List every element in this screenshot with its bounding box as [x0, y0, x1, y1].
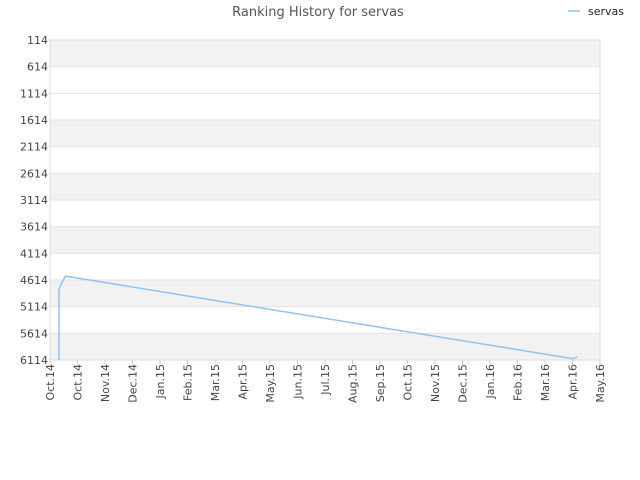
y-tick-label: 1114	[20, 87, 48, 100]
series-group	[58, 275, 578, 360]
y-tick-label: 2614	[20, 167, 48, 180]
y-tick-label: 3114	[20, 194, 48, 207]
x-axis: Oct.14 Oct.14 Nov.14 Dec.14 Jan.15 Feb.15 Mar.…	[44, 360, 607, 403]
x-tick-label: Dec.15	[457, 364, 470, 403]
x-tick-label: Jan.16	[484, 364, 497, 399]
y-tick-label: 6114	[20, 354, 48, 367]
grid-band	[50, 226, 600, 254]
x-tick-label: Jan.15	[154, 364, 167, 399]
x-tick-label: Mar.16	[539, 364, 552, 401]
x-tick-label: Nov.15	[429, 364, 442, 402]
series-line-servas	[58, 275, 578, 360]
x-tick-label: Apr.16	[567, 364, 580, 400]
background-bands	[50, 40, 600, 360]
x-tick-label: Nov.14	[99, 364, 112, 402]
chart-title: Ranking History for servas	[232, 5, 404, 20]
x-tick-label: Feb.16	[512, 364, 525, 401]
y-axis: 114 614 1114 1614 2114 2614 3114 3614 4114 4614 51…	[20, 34, 48, 367]
legend: servas	[568, 5, 624, 18]
x-tick-label: Mar.15	[209, 364, 222, 401]
y-tick-label: 4614	[20, 274, 48, 287]
x-tick-label: Jul.15	[319, 364, 332, 396]
grid-band	[50, 280, 600, 307]
grid-lines	[50, 39, 600, 361]
x-tick-label: Oct.14	[44, 364, 57, 401]
y-tick-label: 5114	[20, 301, 48, 314]
x-tick-label: Apr.15	[237, 364, 250, 400]
y-tick-label: 4114	[20, 247, 48, 260]
legend-label-servas: servas	[588, 5, 624, 18]
x-tick-label: May.16	[594, 364, 607, 403]
y-tick-label: 614	[27, 61, 48, 74]
y-tick-label: 2114	[20, 141, 48, 154]
x-tick-label: Aug.15	[347, 364, 360, 403]
y-tick-label: 1614	[20, 114, 48, 127]
grid-band	[50, 40, 600, 67]
x-tick-label: Dec.14	[127, 364, 140, 403]
x-tick-label: Oct.15	[402, 364, 415, 401]
x-tick-label: Feb.15	[182, 364, 195, 401]
x-tick-label: May.15	[264, 364, 277, 403]
grid-band	[50, 333, 600, 360]
x-tick-label: Oct.14	[72, 364, 85, 401]
x-tick-label: Jun.15	[292, 364, 305, 400]
y-tick-label: 114	[27, 34, 48, 47]
y-tick-label: 5614	[20, 327, 48, 340]
grid-band	[50, 173, 600, 200]
x-tick-label: Sep.15	[374, 364, 387, 402]
grid-band	[50, 120, 600, 147]
y-tick-label: 3614	[20, 221, 48, 234]
